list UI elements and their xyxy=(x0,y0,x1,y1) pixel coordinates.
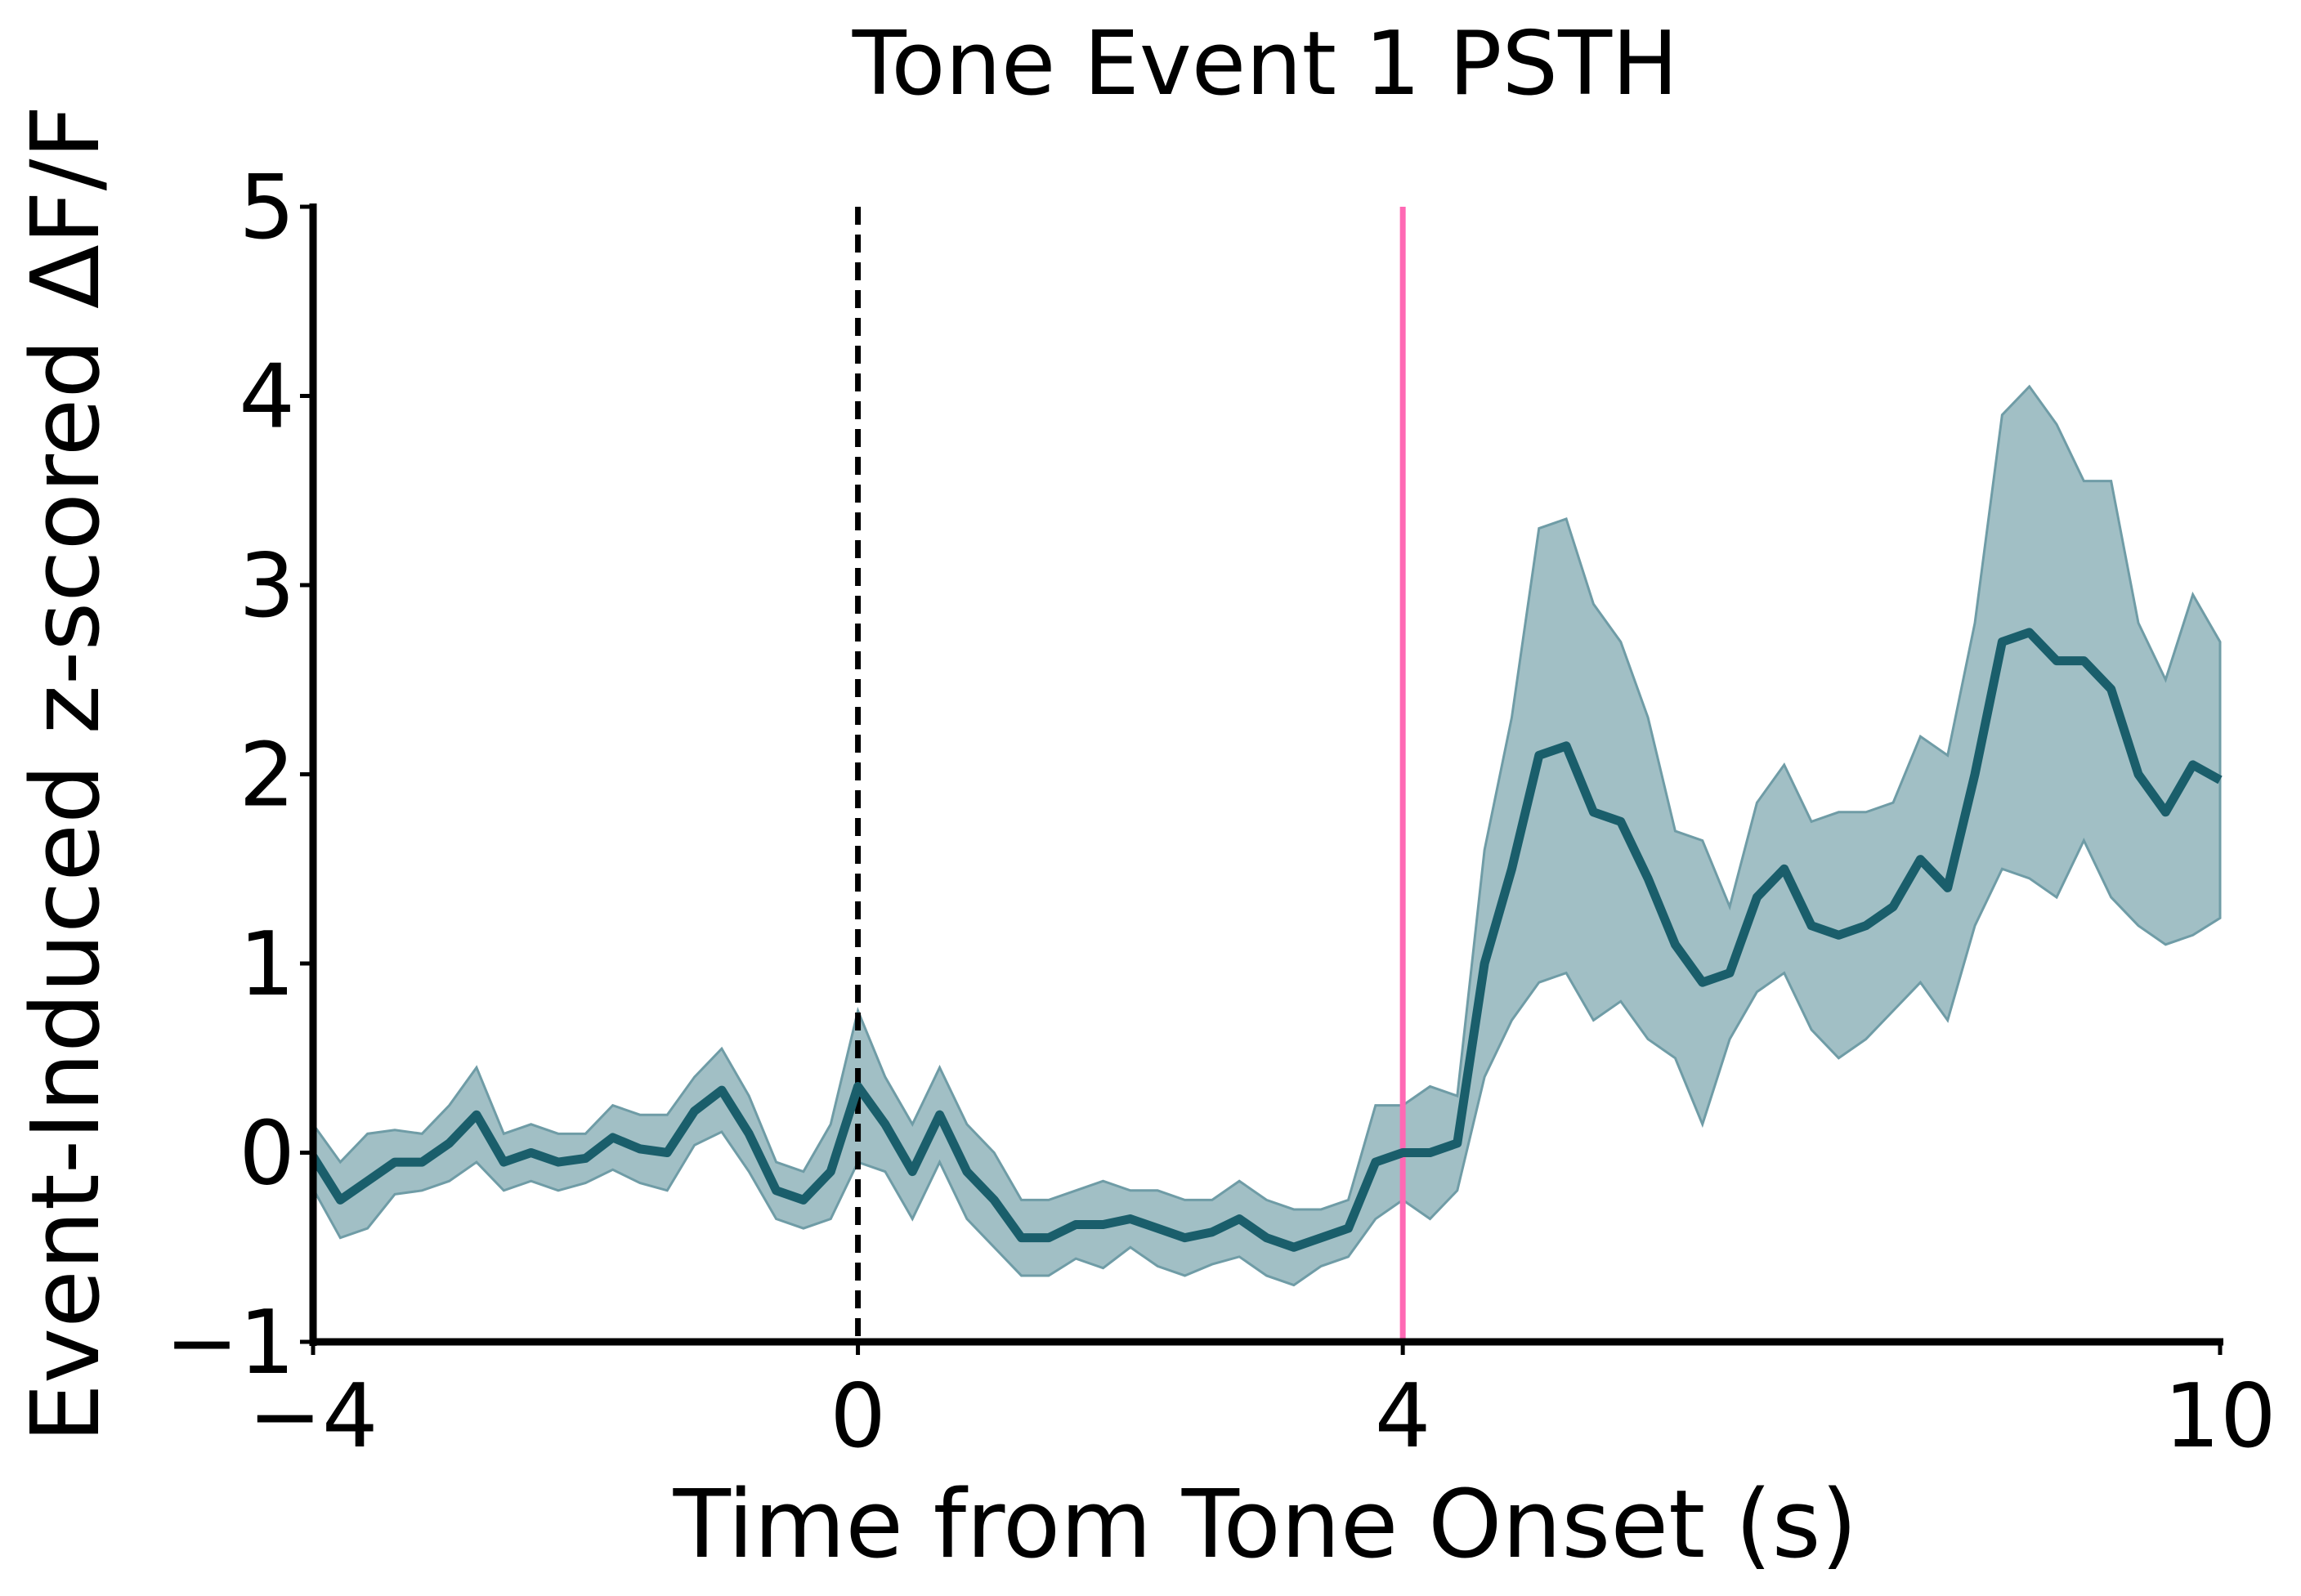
error-band xyxy=(311,384,2222,1287)
y-tick-label: −1 xyxy=(165,1292,295,1394)
chart-title: Tone Event 1 PSTH xyxy=(852,13,1679,115)
y-tick-label: 5 xyxy=(239,157,295,259)
y-tick-label: 4 xyxy=(239,346,295,449)
y-axis-label: Event-Induced z-scored ΔF/F xyxy=(11,105,121,1442)
x-tick-label: −4 xyxy=(248,1366,378,1468)
x-tick-label: 0 xyxy=(830,1366,886,1468)
y-tick-label: 0 xyxy=(239,1103,295,1205)
y-tick-label: 3 xyxy=(239,535,295,637)
x-tick-label: 4 xyxy=(1375,1366,1431,1468)
x-tick-label: 10 xyxy=(2164,1366,2276,1468)
y-tick-label: 2 xyxy=(239,725,295,827)
mean-line xyxy=(309,628,2223,1252)
y-tick-label: 1 xyxy=(239,914,295,1016)
x-axis-label: Time from Tone Onset (s) xyxy=(673,1470,1858,1580)
